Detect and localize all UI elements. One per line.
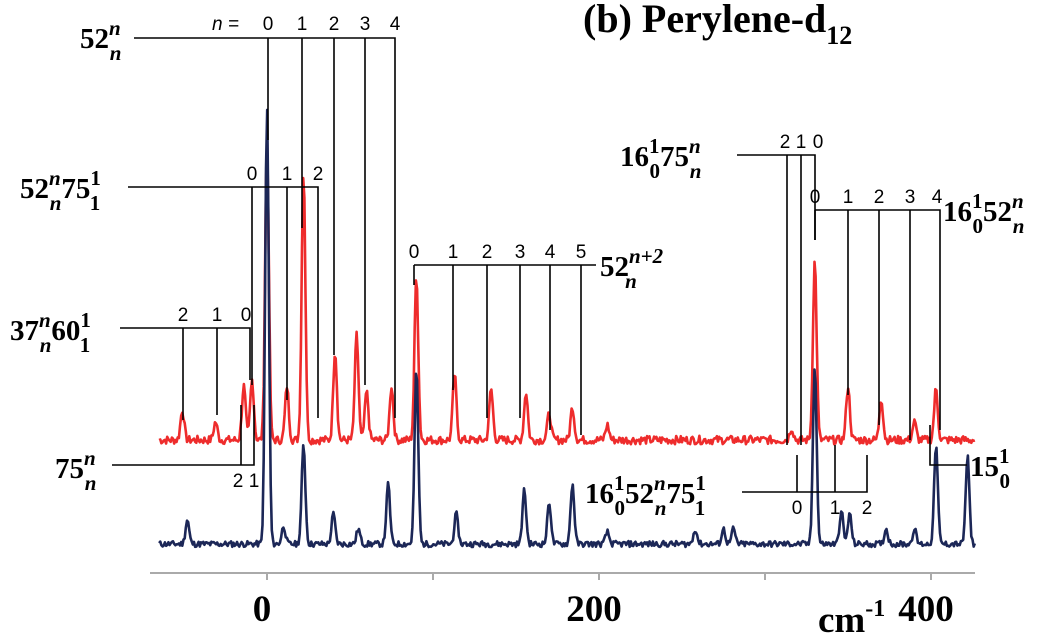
ladder-num: 1 xyxy=(249,471,260,492)
ladder-num: 4 xyxy=(545,242,556,263)
label-52n75: 52n n751 1 xyxy=(20,166,100,215)
ladder-num: 0 xyxy=(792,498,803,519)
ladder-165275 xyxy=(742,455,868,493)
ladder-num: 0 xyxy=(241,305,252,326)
label-1652: 161 052n n xyxy=(943,189,1024,238)
ladder-num: 1 xyxy=(212,305,223,326)
ladder-num: 1 xyxy=(843,187,854,208)
x-tick-label-0: 0 xyxy=(253,589,272,630)
ladder-num: 1 xyxy=(448,242,459,263)
ladder-num: 2 xyxy=(233,471,244,492)
ladder-num: 2 xyxy=(178,305,189,326)
ladder-num: 0 xyxy=(810,187,821,208)
ladder-num: 1 xyxy=(282,164,293,185)
ladder-num: 4 xyxy=(390,14,401,35)
ladder-1675 xyxy=(737,154,816,240)
label-52nn2: 52n+2 n xyxy=(600,244,664,293)
ladder-num: 5 xyxy=(576,242,587,263)
ladder-52n xyxy=(134,37,396,418)
ladder-num: 2 xyxy=(874,187,885,208)
n-equals-label: n = xyxy=(212,14,239,35)
ladder-num: 1 xyxy=(830,498,841,519)
ladder-15 xyxy=(929,425,967,466)
ladder-num: 4 xyxy=(932,187,943,208)
assignment-ladders xyxy=(112,37,967,493)
label-165275: 161 052n n751 1 xyxy=(585,471,705,520)
ladder-num: 2 xyxy=(780,132,791,153)
x-axis-ticks xyxy=(266,573,932,580)
label-52n: 52n n xyxy=(80,16,121,65)
ladder-num: 3 xyxy=(905,187,916,208)
ladder-num: 2 xyxy=(482,242,493,263)
ladder-num: 1 xyxy=(297,14,308,35)
label-1675: 161 075n n xyxy=(620,134,701,183)
ladder-52n75 xyxy=(128,186,319,418)
ladder-75n xyxy=(112,405,255,466)
ladder-3760 xyxy=(120,327,251,380)
ladder-num: 0 xyxy=(409,242,420,263)
ladder-num: 1 xyxy=(796,132,807,153)
ladder-1652 xyxy=(815,209,941,430)
ladder-num: 2 xyxy=(329,14,340,35)
label-15: 151 0 xyxy=(970,444,1010,493)
ladder-num: 0 xyxy=(813,132,824,153)
label-75n: 75n n xyxy=(55,446,96,495)
ladder-num: 3 xyxy=(515,242,526,263)
chart-title: (b) Perylene-d12 xyxy=(583,0,852,50)
x-tick-label-400: 400 xyxy=(898,589,954,630)
ladder-num: 0 xyxy=(247,164,258,185)
x-tick-label-200: 200 xyxy=(566,589,622,630)
trace-lower xyxy=(158,108,977,549)
ladder-num: 3 xyxy=(360,14,371,35)
ladder-num: 2 xyxy=(313,164,324,185)
trace-upper xyxy=(158,140,976,446)
ladder-num: 0 xyxy=(263,14,274,35)
x-axis-label: cm-1 xyxy=(818,596,885,638)
ladder-numbers: n = 0 1 2 3 4 0 1 2 2 1 0 2 1 0 1 2 3 4 … xyxy=(178,14,943,519)
ladder-num: 2 xyxy=(862,498,873,519)
traces xyxy=(158,108,977,549)
label-3760: 37n n601 1 xyxy=(10,308,90,357)
